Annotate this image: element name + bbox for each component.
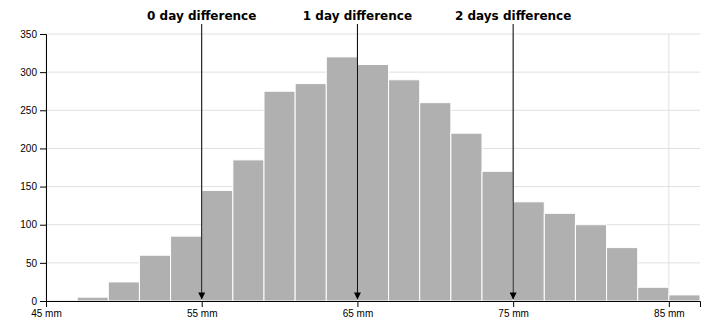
annotation: 0 day difference [147, 9, 256, 23]
bar [451, 133, 482, 301]
bar [171, 236, 202, 301]
bar [357, 65, 388, 301]
grid-line [46, 34, 700, 35]
tick-label: 0 [31, 296, 37, 307]
tick-label: 85 mm [654, 308, 685, 319]
bar [295, 84, 326, 301]
annotation-arrow [513, 24, 514, 299]
bar [77, 297, 108, 301]
tick-mark [513, 301, 514, 307]
bar [513, 202, 544, 301]
tick-label: 45 mm [31, 308, 62, 319]
tick-label: 150 [20, 181, 37, 192]
tick: 0 [31, 296, 46, 307]
tick-label: 250 [20, 105, 37, 116]
bar [264, 91, 295, 301]
tick-label: 75 mm [498, 308, 529, 319]
tick-mark [202, 301, 203, 307]
bar [389, 80, 420, 301]
bar [669, 295, 700, 301]
tick-mark [40, 187, 46, 188]
tick-label: 350 [20, 29, 37, 40]
bar [607, 248, 638, 301]
annotations: 0 day difference 1 day difference 2 days d… [147, 9, 571, 299]
tick-mark [669, 301, 670, 307]
bar [575, 225, 606, 301]
tick-mark [357, 301, 358, 307]
tick-mark [40, 301, 46, 302]
tick: 100 [20, 219, 46, 230]
plot: 45 mm 55 mm 65 mm 75 mm 85 mm 0 50 100 150 200 250… [20, 9, 700, 319]
grid [46, 34, 700, 301]
tick: 85 mm [654, 301, 685, 319]
tick: 50 [26, 258, 46, 269]
tick: 150 [20, 181, 46, 192]
tick: 250 [20, 105, 46, 116]
bar [420, 103, 451, 301]
tick: 65 mm [343, 301, 374, 319]
tick: 55 mm [187, 301, 218, 319]
tick-mark [40, 34, 46, 35]
tick-label: 200 [20, 143, 37, 154]
tick: 300 [20, 67, 46, 78]
grid-line [668, 34, 669, 301]
tick-mark [40, 263, 46, 264]
tick-label: 50 [26, 258, 38, 269]
tick-label: 100 [20, 219, 37, 230]
bar [638, 287, 669, 301]
x-axis: 45 mm 55 mm 65 mm 75 mm 85 mm [31, 301, 700, 319]
annotation-arrow [357, 24, 358, 299]
annotation: 2 days difference [455, 9, 571, 23]
tick-mark [40, 148, 46, 149]
axis-line [47, 302, 701, 308]
bar [202, 190, 233, 301]
bar [139, 255, 170, 301]
tick: 200 [20, 143, 46, 154]
tick-label: 300 [20, 67, 37, 78]
tick-mark [40, 225, 46, 226]
bar [544, 213, 575, 301]
axis-line [40, 35, 47, 302]
tick: 75 mm [498, 301, 529, 319]
tick-mark [40, 110, 46, 111]
chart: 45 mm 55 mm 65 mm 75 mm 85 mm 0 50 100 150 200 250… [0, 0, 724, 331]
tick-label: 65 mm [343, 308, 374, 319]
bar [108, 282, 139, 301]
tick-label: 55 mm [187, 308, 218, 319]
tick-mark [40, 72, 46, 73]
bars [77, 57, 700, 301]
annotation: 1 day difference [303, 9, 412, 23]
bar [326, 57, 357, 301]
tick: 350 [20, 29, 46, 40]
bar [482, 171, 513, 301]
y-axis: 0 50 100 150 200 250 300 350 [20, 29, 46, 307]
bar [233, 160, 264, 301]
annotation-arrow [201, 24, 202, 299]
